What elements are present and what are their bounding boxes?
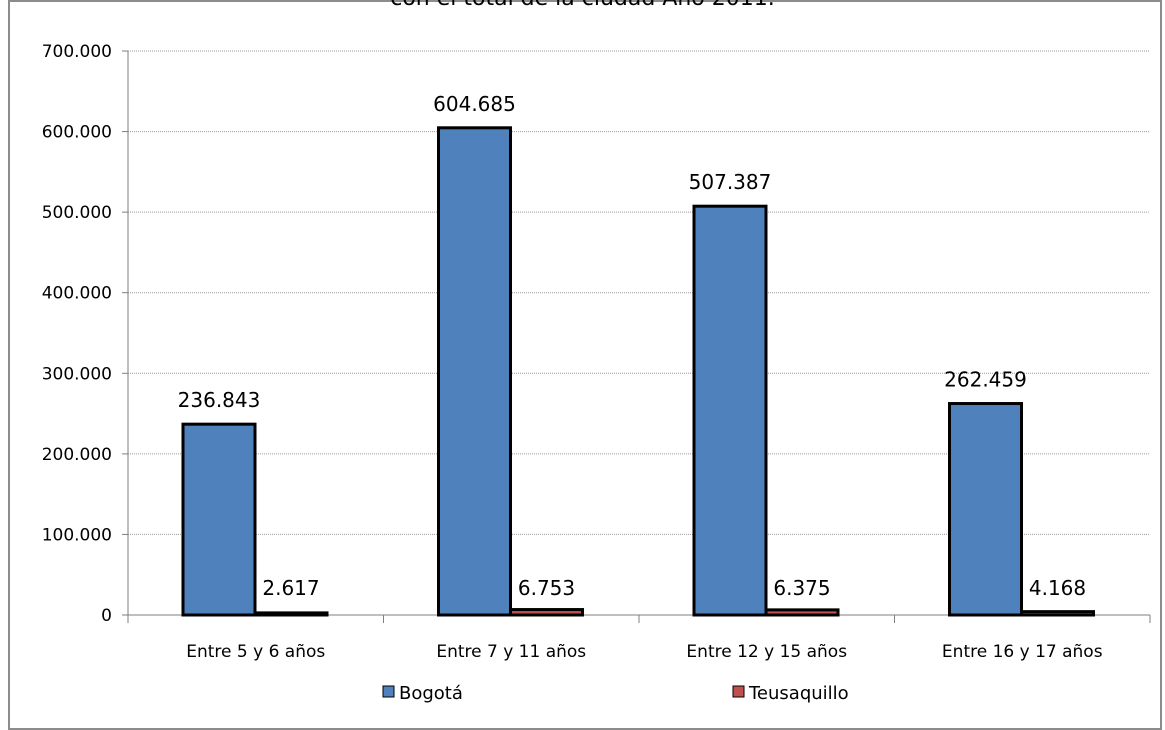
bar-teusaquillo bbox=[253, 611, 329, 617]
category-label: Entre 12 y 15 años bbox=[686, 642, 847, 662]
category-label: Entre 5 y 6 años bbox=[186, 642, 325, 662]
data-label: 236.843 bbox=[178, 388, 261, 412]
data-label: 6.753 bbox=[518, 576, 575, 600]
y-tick-label: 300.000 bbox=[42, 364, 112, 384]
bar-bogota bbox=[948, 402, 1023, 617]
bar-teusaquillo bbox=[764, 608, 840, 617]
bar-teusaquillo bbox=[509, 608, 584, 617]
y-tick-label: 700.000 bbox=[42, 42, 112, 62]
category-label: Entre 7 y 11 años bbox=[436, 642, 586, 662]
legend-label: Teusaquillo bbox=[748, 683, 849, 704]
legend-label: Bogotá bbox=[399, 683, 463, 704]
data-label: 2.617 bbox=[262, 576, 319, 600]
bar-bogota bbox=[181, 422, 257, 617]
legend-swatch bbox=[382, 685, 395, 698]
bars bbox=[181, 126, 1095, 617]
bar-teusaquillo bbox=[1020, 610, 1095, 617]
gridlines bbox=[128, 50, 1150, 535]
y-tick-label: 200.000 bbox=[42, 445, 112, 465]
data-labels: 236.843 2.617 604.685 6.753 507.387 6.375 262.… bbox=[178, 92, 1086, 600]
bar-bogota bbox=[437, 126, 512, 617]
y-tick-label: 0 bbox=[101, 606, 112, 626]
data-label: 507.387 bbox=[689, 170, 772, 194]
data-label: 4.168 bbox=[1029, 576, 1086, 600]
bar-bogota bbox=[692, 204, 768, 617]
y-tick-label: 400.000 bbox=[42, 284, 112, 304]
legend: Bogotá Teusaquillo bbox=[382, 683, 849, 704]
data-label: 604.685 bbox=[433, 92, 516, 116]
data-label: 6.375 bbox=[773, 576, 830, 600]
data-label: 262.459 bbox=[944, 368, 1027, 392]
y-tick-label: 100.000 bbox=[42, 525, 112, 545]
category-label: Entre 16 y 17 años bbox=[942, 642, 1103, 662]
y-tick-label: 500.000 bbox=[42, 203, 112, 223]
y-tick-label: 600.000 bbox=[42, 123, 112, 143]
legend-swatch bbox=[732, 685, 745, 698]
chart-title: con el total de la ciudad Año 2011. bbox=[0, 0, 1165, 11]
